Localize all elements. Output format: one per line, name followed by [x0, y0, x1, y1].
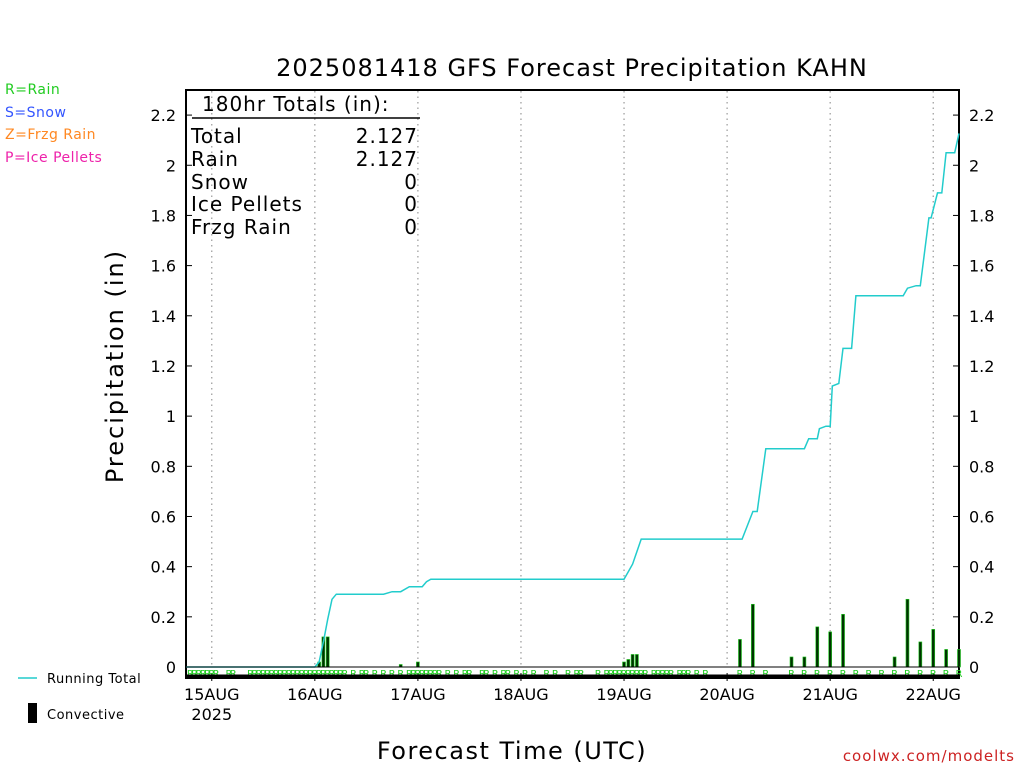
- totals-label-snow: Snow: [191, 170, 249, 194]
- chart-title: 2025081418 GFS Forecast Precipitation KA…: [276, 54, 868, 82]
- convective-bar: [841, 614, 845, 668]
- y-tick-label: 1.4: [151, 307, 176, 326]
- totals-value-freezing-rain: 0: [404, 215, 418, 239]
- legend-snow: S=Snow: [5, 105, 67, 121]
- totals-value-ice-pellets: 0: [404, 192, 418, 216]
- y-tick-label: 2: [166, 156, 176, 175]
- convective-bar: [622, 661, 626, 668]
- x-tick-label: 17AUG: [390, 685, 445, 704]
- convective-bar: [789, 656, 794, 668]
- totals-label-total: Total: [190, 124, 243, 148]
- y-tick-label: 1: [969, 407, 979, 426]
- y-tick-label: 1.6: [151, 257, 176, 276]
- convective-bar: [802, 656, 807, 668]
- y-tick-label: 2: [969, 156, 979, 175]
- y-tick-label: 0.4: [151, 558, 176, 577]
- y-axis-label: Precipitation (in): [101, 249, 129, 483]
- totals-label-rain: Rain: [191, 147, 239, 171]
- x-tick-label: 16AUG: [287, 685, 342, 704]
- convective-legend-label: Convective: [47, 708, 125, 723]
- convective-bar: [944, 649, 948, 668]
- legend-freezing-rain: Z=Frzg Rain: [5, 127, 97, 143]
- rain-marker: R: [956, 669, 963, 680]
- convective-bar: [738, 639, 742, 668]
- convective-bar: [626, 659, 631, 668]
- y-axis-left: 0 0.2 0.4 0.6 0.8 1 1.2 1.4 1.6 1.8 2 2.2: [151, 106, 192, 677]
- totals-box: 180hr Totals (in): Total 2.127 Rain 2.12…: [190, 92, 420, 239]
- totals-label-freezing-rain: Frzg Rain: [191, 215, 292, 239]
- y-tick-label: 1.8: [151, 206, 176, 225]
- convective-bar: [325, 636, 330, 668]
- convective-bar: [918, 641, 923, 668]
- legend-ice-pellets: P=Ice Pellets: [5, 150, 103, 166]
- y-tick-label: 1.8: [969, 206, 994, 225]
- running-total-series: [186, 133, 960, 668]
- convective-bar: [931, 629, 936, 668]
- running-total-legend-label: Running Total: [47, 672, 141, 687]
- y-tick-label: 0.2: [151, 608, 176, 627]
- x-tick-label: 21AUG: [802, 685, 857, 704]
- convective-bar: [416, 661, 420, 668]
- x-tick-label: 20AUG: [699, 685, 754, 704]
- y-tick-label: 0.8: [151, 457, 176, 476]
- y-tick-label: 0.2: [969, 608, 994, 627]
- totals-label-ice-pellets: Ice Pellets: [191, 192, 303, 216]
- grid: [211, 91, 934, 667]
- y-tick-label: 1.2: [151, 357, 176, 376]
- y-tick-label: 1: [166, 407, 176, 426]
- running-total-line: [186, 133, 960, 668]
- convective-bar: [957, 649, 961, 668]
- y-tick-label: 1.6: [969, 257, 994, 276]
- convective-bars: [317, 598, 961, 668]
- y-tick-label: 1.2: [969, 357, 994, 376]
- x-tick-label: 15AUG: [184, 685, 239, 704]
- plot-frame: [185, 89, 960, 679]
- convective-bar: [905, 598, 910, 668]
- y-tick-label: 0.8: [969, 457, 994, 476]
- y-tick-label: 0.6: [969, 507, 994, 526]
- credit-text: coolwx.com/modelts: [843, 747, 1015, 765]
- legend-rain: R=Rain: [5, 82, 61, 98]
- convective-bar: [828, 631, 832, 668]
- x-axis-label: Forecast Time (UTC): [377, 737, 647, 765]
- y-tick-label: 1.4: [969, 307, 994, 326]
- convective-bar: [635, 654, 639, 668]
- y-tick-label: 0: [969, 658, 979, 677]
- convective-bar: [815, 626, 820, 668]
- convective-bar: [892, 656, 897, 668]
- convective-bar: [751, 603, 755, 668]
- totals-value-snow: 0: [404, 170, 418, 194]
- totals-title: 180hr Totals (in):: [202, 92, 390, 116]
- convective-bar: [630, 654, 635, 668]
- x-tick-label: 19AUG: [596, 685, 651, 704]
- totals-value-rain: 2.127: [356, 147, 418, 171]
- convective-legend-swatch: [28, 703, 37, 723]
- x-tick-sublabel: 2025: [191, 705, 232, 724]
- y-tick-label: 0.4: [969, 558, 994, 577]
- y-tick-label: 0.6: [151, 507, 176, 526]
- y-tick-label: 2.2: [151, 106, 176, 125]
- x-tick-label: 18AUG: [493, 685, 548, 704]
- totals-value-total: 2.127: [356, 124, 418, 148]
- y-axis-right: 0 0.2 0.4 0.6 0.8 1 1.2 1.4 1.6 1.8 2 2.2: [953, 106, 994, 677]
- y-tick-label: 2.2: [969, 106, 994, 125]
- y-tick-label: 0: [166, 658, 176, 677]
- x-tick-label: 22AUG: [906, 685, 961, 704]
